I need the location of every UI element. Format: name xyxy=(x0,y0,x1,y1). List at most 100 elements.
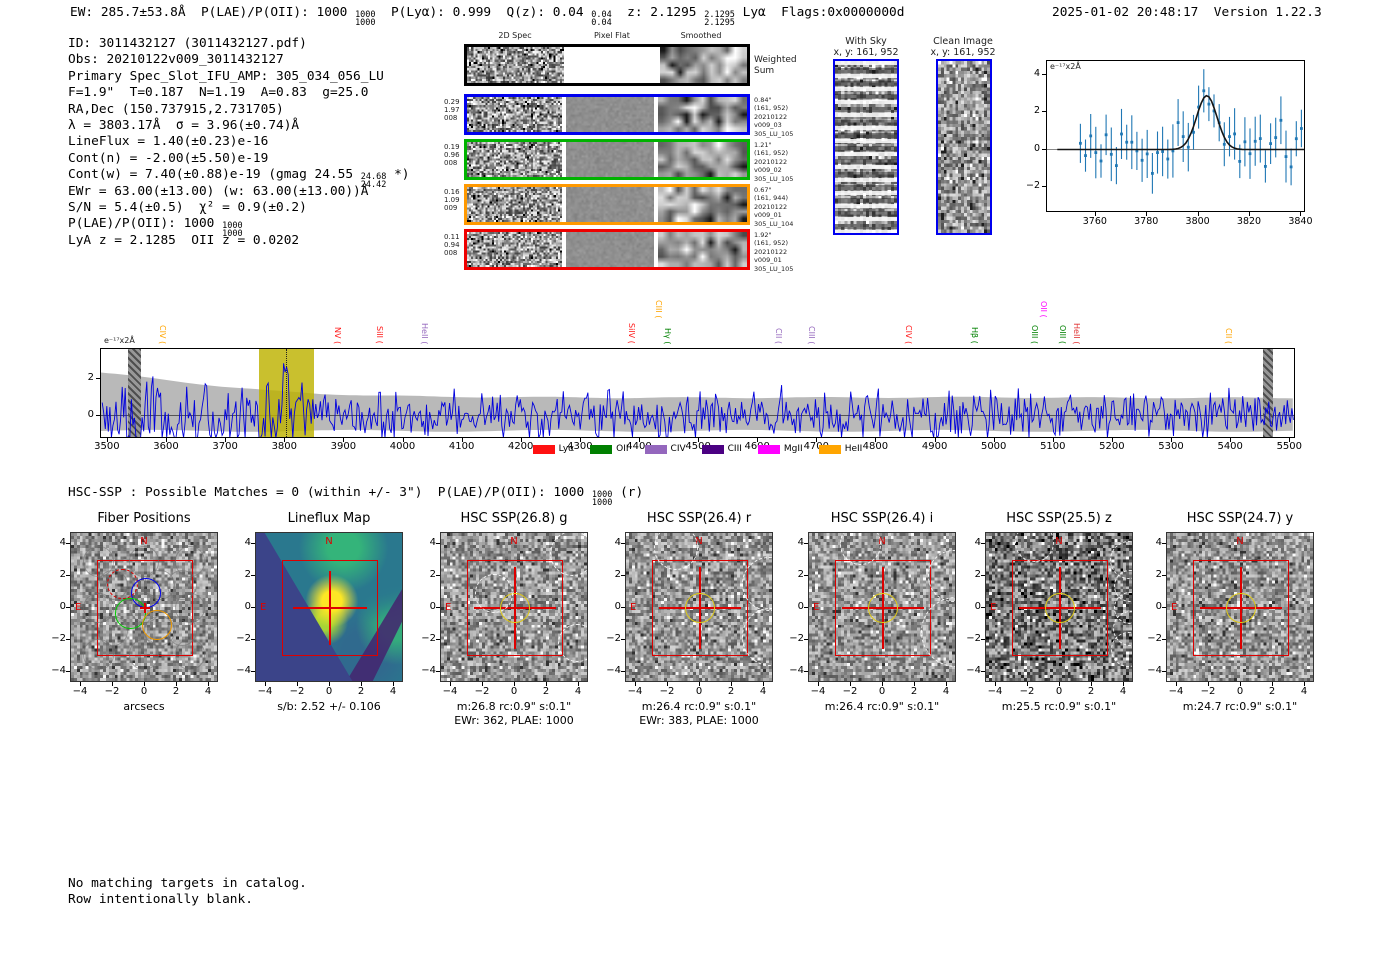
panel-y-tick-label: −4 xyxy=(1140,665,1162,676)
fit-x-tick-label: 3840 xyxy=(1284,216,1316,227)
info-line: F=1.9" T=0.187 N=1.19 A=0.83 g=25.0 xyxy=(68,85,410,101)
panel-y-tick-label: 0 xyxy=(44,601,66,612)
info-line-tail: *) xyxy=(386,167,409,182)
2dspec-row xyxy=(464,184,750,225)
2dspec-image xyxy=(467,142,562,177)
legend-swatch xyxy=(645,445,667,454)
header-ew-plae: EW: 285.7±53.8Å P(LAE)/P(OII): 1000 xyxy=(70,5,355,20)
fit-x-tick-label: 3800 xyxy=(1182,216,1214,227)
2dspec-row xyxy=(464,44,750,86)
panel-y-tick-label: 0 xyxy=(599,601,621,612)
info-line-text: F=1.9" T=0.187 N=1.19 A=0.83 g=25.0 xyxy=(68,85,368,100)
compass-east-label: E xyxy=(990,602,996,613)
info-value: 20210122 xyxy=(754,203,824,211)
panel-caption: arcsecs xyxy=(45,700,243,713)
panel-y-tick-mark xyxy=(66,575,70,576)
panel-x-tick-label: 4 xyxy=(934,686,958,697)
info-line-text: Cont(n) = -2.00(±5.50)e-19 xyxy=(68,151,268,166)
info-value: v009_01 xyxy=(754,256,824,264)
hsc-panel: NE xyxy=(1166,532,1314,682)
panel-x-tick-label: 4 xyxy=(566,686,590,697)
legend-swatch xyxy=(533,445,555,454)
hsc-match-text: HSC-SSP : Possible Matches = 0 (within +… xyxy=(68,485,592,500)
aperture-circle xyxy=(1226,593,1256,623)
info-value: v009_02 xyxy=(754,166,824,174)
info-line: Primary Spec_Slot_IFU_AMP: 305_034_056_L… xyxy=(68,69,410,85)
spectrum-unit-label: e⁻¹⁷x2Å xyxy=(104,336,135,345)
panel-y-tick-mark xyxy=(436,607,440,608)
header-z: z: 2.1295 xyxy=(612,5,704,20)
info-value: v009_03 xyxy=(754,121,824,129)
weight-value: 0.16 xyxy=(444,188,460,196)
panel-y-tick-mark xyxy=(66,543,70,544)
info-value: 0.67" xyxy=(754,186,824,194)
panel-y-tick-mark xyxy=(981,607,985,608)
panel-y-tick-label: 4 xyxy=(414,537,436,548)
aperture-circle xyxy=(868,593,898,623)
panel-y-tick-label: 2 xyxy=(1140,569,1162,580)
line-fit-chart-canvas xyxy=(1047,61,1304,211)
panel-x-tick-label: −2 xyxy=(470,686,494,697)
info-line-text: Obs: 20210122v009_3011432127 xyxy=(68,52,284,67)
panel-y-tick-mark xyxy=(621,639,625,640)
info-line-text: ID: 3011432127 (3011432127.pdf) xyxy=(68,36,307,51)
panel-x-tick-label: 4 xyxy=(751,686,775,697)
panel-title: HSC SSP(25.5) z xyxy=(965,511,1153,526)
info-value: 305_LU_104 xyxy=(754,220,824,228)
panel-y-tick-mark xyxy=(981,575,985,576)
panel-x-tick-label: −4 xyxy=(438,686,462,697)
2dspec-row xyxy=(464,94,750,135)
compass-north-label: N xyxy=(809,536,955,547)
panel-y-tick-label: −2 xyxy=(1140,633,1162,644)
panel-y-tick-mark xyxy=(251,543,255,544)
2dspec-row xyxy=(464,139,750,180)
panel-y-tick-mark xyxy=(1162,575,1166,576)
weight-value: 0.94 xyxy=(444,241,460,249)
info-line-text: LyA z = 2.1285 OII z = 0.0202 xyxy=(68,233,299,248)
2dspec-image xyxy=(467,232,562,267)
extraction-region-rect xyxy=(282,560,378,656)
legend-item: CIV xyxy=(645,444,686,454)
compass-north-label: N xyxy=(986,536,1132,547)
fit-y-tick-label: 2 xyxy=(1020,105,1040,116)
panel-y-tick-mark xyxy=(981,671,985,672)
ifu-fiber-ghost-circle xyxy=(129,639,159,669)
panel-x-tick-label: −2 xyxy=(1196,686,1220,697)
weight-value: 0.96 xyxy=(444,151,460,159)
pixelflat-image xyxy=(566,142,654,177)
panel-x-tick-label: 2 xyxy=(534,686,558,697)
info-line: RA,Dec (150.737915,2.731705) xyxy=(68,102,410,118)
fit-x-tick-label: 3760 xyxy=(1079,216,1111,227)
legend-item: Lyα xyxy=(533,444,574,454)
info-line: EWr = 63.00(±13.00) (w: 63.00(±13.00))Å xyxy=(68,184,410,200)
panel-y-tick-label: 2 xyxy=(229,569,251,580)
2dspec-row-weights: 0.29 1.97 008 xyxy=(444,98,460,122)
panel-y-tick-label: 0 xyxy=(229,601,251,612)
panel-y-tick-mark xyxy=(436,543,440,544)
panel-caption-2: EWr: 362, PLAE: 1000 xyxy=(415,714,613,727)
legend-item: HeII xyxy=(819,444,863,454)
pixelflat-image xyxy=(566,232,654,267)
line-marker-CIV: CIV ( xyxy=(158,325,167,344)
compass-north-label: N xyxy=(71,536,217,547)
spectrum-y-tick-label: 2 xyxy=(78,372,94,383)
sky-stripes-overlay xyxy=(835,61,897,233)
hsc-panel: NE xyxy=(808,532,956,682)
compass-north-label: N xyxy=(256,536,402,547)
panel-x-tick-label: −2 xyxy=(285,686,309,697)
info-line-text: S/N = 5.4(±0.5) χ² = 0.9(±0.2) xyxy=(68,200,307,215)
panel-x-tick-label: 0 xyxy=(1228,686,1252,697)
info-value: Sum xyxy=(754,66,824,77)
aperture-circle xyxy=(685,593,715,623)
pixelflat-image xyxy=(566,97,654,132)
weight-value: 1.97 xyxy=(444,106,460,114)
panel-x-tick-label: 0 xyxy=(687,686,711,697)
info-value: 20210122 xyxy=(754,248,824,256)
info-line-text: LineFlux = 1.40(±0.23)e-16 xyxy=(68,134,268,149)
qz-fraction: 0.04 0.04 xyxy=(591,11,611,27)
line-marker-HeII: HeII ( xyxy=(1072,323,1081,344)
panel-y-tick-label: −2 xyxy=(782,633,804,644)
info-line: LineFlux = 1.40(±0.23)e-16 xyxy=(68,134,410,150)
panel-y-tick-label: 4 xyxy=(229,537,251,548)
info-line-text: Cont(w) = 7.40(±0.88)e-19 (gmag 24.55 xyxy=(68,167,361,182)
